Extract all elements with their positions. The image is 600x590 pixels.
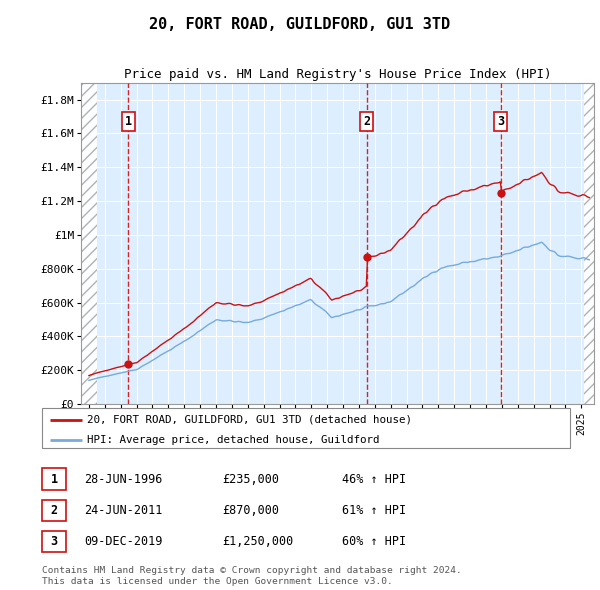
Text: 28-JUN-1996: 28-JUN-1996 xyxy=(84,473,163,486)
Text: £235,000: £235,000 xyxy=(222,473,279,486)
FancyBboxPatch shape xyxy=(43,500,65,521)
Title: Price paid vs. HM Land Registry's House Price Index (HPI): Price paid vs. HM Land Registry's House … xyxy=(124,68,551,81)
Text: HPI: Average price, detached house, Guildford: HPI: Average price, detached house, Guil… xyxy=(87,435,379,445)
Text: 1: 1 xyxy=(50,473,58,486)
Text: £1,250,000: £1,250,000 xyxy=(222,535,293,548)
Text: 61% ↑ HPI: 61% ↑ HPI xyxy=(342,504,406,517)
Text: 20, FORT ROAD, GUILDFORD, GU1 3TD: 20, FORT ROAD, GUILDFORD, GU1 3TD xyxy=(149,17,451,31)
Text: £870,000: £870,000 xyxy=(222,504,279,517)
FancyBboxPatch shape xyxy=(43,468,65,490)
FancyBboxPatch shape xyxy=(42,408,570,448)
FancyBboxPatch shape xyxy=(43,531,65,552)
Text: 20, FORT ROAD, GUILDFORD, GU1 3TD (detached house): 20, FORT ROAD, GUILDFORD, GU1 3TD (detac… xyxy=(87,415,412,425)
Text: 24-JUN-2011: 24-JUN-2011 xyxy=(84,504,163,517)
Text: 2: 2 xyxy=(363,114,370,127)
Text: 60% ↑ HPI: 60% ↑ HPI xyxy=(342,535,406,548)
Text: 46% ↑ HPI: 46% ↑ HPI xyxy=(342,473,406,486)
Text: 09-DEC-2019: 09-DEC-2019 xyxy=(84,535,163,548)
Text: 3: 3 xyxy=(50,535,58,548)
Text: Contains HM Land Registry data © Crown copyright and database right 2024.
This d: Contains HM Land Registry data © Crown c… xyxy=(42,566,462,586)
Text: 3: 3 xyxy=(497,114,505,127)
Text: 2: 2 xyxy=(50,504,58,517)
Text: 1: 1 xyxy=(125,114,132,127)
